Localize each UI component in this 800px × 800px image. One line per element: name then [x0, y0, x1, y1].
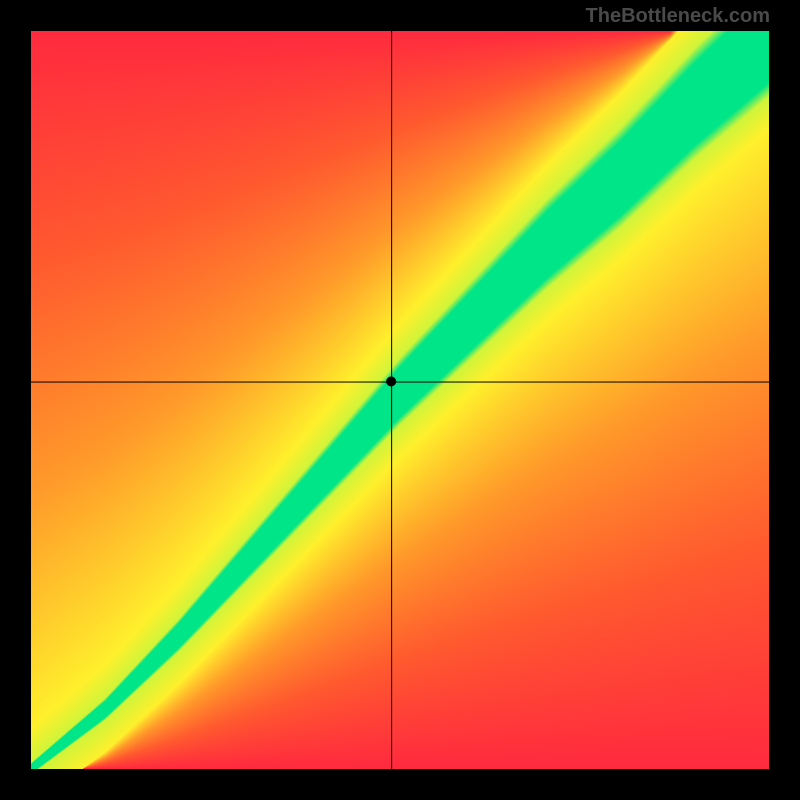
bottleneck-heatmap [31, 31, 769, 769]
attribution-text: TheBottleneck.com [586, 5, 770, 28]
heatmap-canvas [31, 31, 769, 769]
